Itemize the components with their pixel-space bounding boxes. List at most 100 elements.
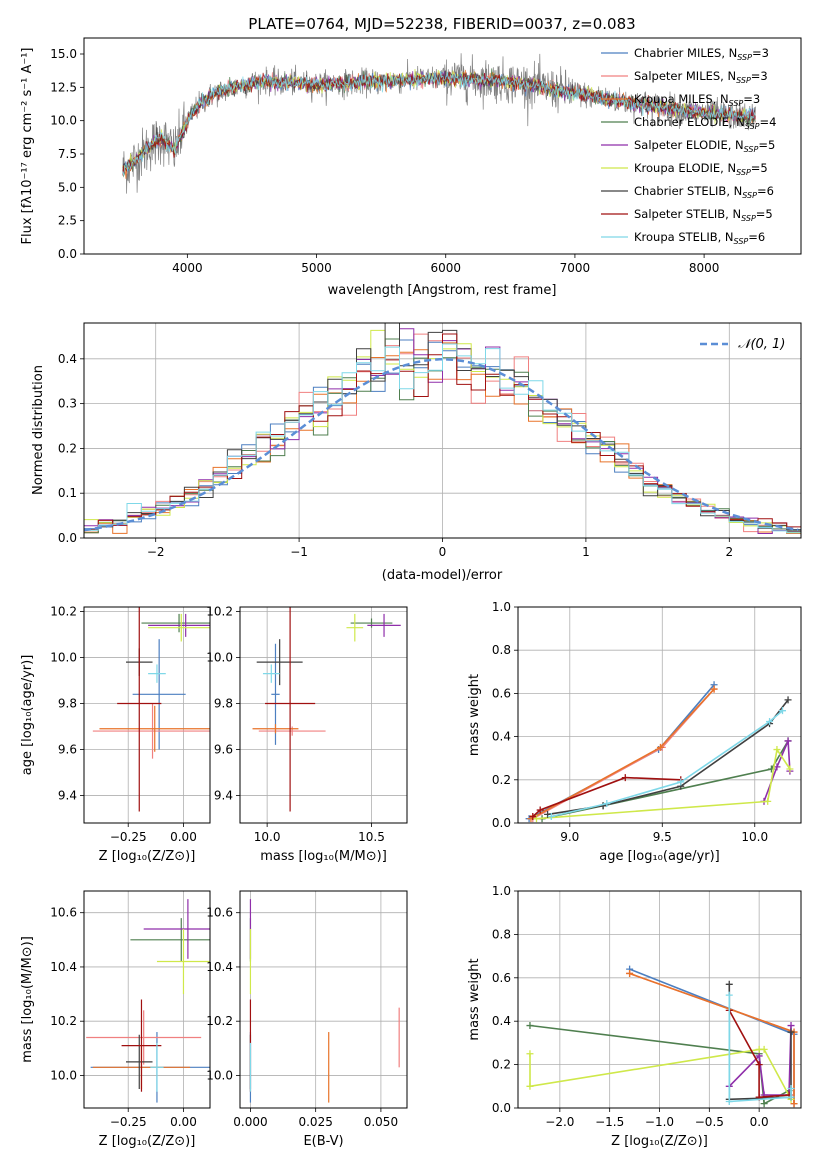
age-vs-mass-xlabel: mass [log₁₀(M/M⊙)] [260,849,387,864]
y-tick-label: 2.5 [58,214,77,228]
y-tick-label: 0.3 [58,397,77,411]
y-tick-label: 0.8 [492,643,511,657]
age-vs-metallicity-xlabel: Z [log₁₀(Z/Z⊙)] [99,849,196,864]
y-tick-label: 9.6 [58,742,77,756]
panel-plot-area [525,681,794,823]
weight-vs-metallicity-panel: −2.0 −1.5 −1.0 −0.5 0.0 0.0 0.2 0.4 0.6 0.8 1.0 Z [… [467,884,802,1149]
x-tick-label: 9.5 [653,830,672,844]
legend-label: Chabrier ELODIE, NSSP=4 [634,115,776,131]
mass-vs-metallicity-panel: −0.25 0.00 10.0 10.2 10.4 10.6 Z [log₁₀(Z/Z⊙)]… [20,890,211,1149]
reference-normal-curve [84,358,799,532]
x-tick-label: −1 [290,545,308,559]
spectrum-legend: Chabrier MILES, NSSP=3 Salpeter MILES, NS… [601,46,776,246]
residuals-ticks: −2 −1 0 1 2 0.0 0.1 0.2 0.3 0.4 [58,352,733,559]
y-tick-label: 0.8 [492,927,511,941]
mass-weight-marker [526,1022,534,1030]
age-vs-metallicity-ylabel: age [log₁₀(age/yr)] [20,655,35,776]
mass-weight-marker [677,778,685,786]
y-tick-label: 1.0 [492,600,511,614]
y-tick-label: 10.2 [50,1014,77,1028]
mass-weight-marker [787,1093,795,1101]
panel-frame [83,890,211,1109]
y-tick-label: 9.6 [214,742,233,756]
x-tick-label: −2.0 [545,1115,574,1129]
legend-label: Chabrier MILES, NSSP=3 [634,46,769,62]
mass-weight-marker [784,696,792,704]
y-tick-label: 0.1 [58,486,77,500]
y-tick-label: 10.2 [206,1014,233,1028]
panel-plot-area [252,607,401,812]
y-tick-label: 0.2 [492,773,511,787]
y-tick-label: 7.5 [58,147,77,161]
mass-weight-marker [547,813,555,821]
weight-vs-age-ylabel: mass weight [467,674,482,756]
panel-plot-area [86,899,210,1103]
mass-weight-marker [787,1028,795,1036]
mass-weight-marker [725,1097,733,1105]
mass-weight-marker [536,806,544,814]
y-tick-label: 10.0 [206,651,233,665]
y-tick-label: 0.0 [492,816,511,830]
y-tick-label: 10.0 [50,114,77,128]
mass-weight-marker [626,969,634,977]
mass-weight-line [532,776,681,818]
y-tick-label: 10.0 [206,1068,233,1082]
mass-weight-marker [710,685,718,693]
mass-weight-marker [725,980,733,988]
x-tick-label: 0 [439,545,447,559]
residual-histogram-step [84,343,801,534]
mass-weight-line [728,1010,790,1099]
y-tick-label: 9.8 [214,697,233,711]
x-tick-label: 1 [582,545,590,559]
x-tick-label: −0.5 [695,1115,724,1129]
x-tick-label: 10.0 [254,830,281,844]
y-tick-label: 0.2 [492,1058,511,1072]
x-tick-label: 0.0 [750,1115,769,1129]
x-tick-label: −2 [147,545,165,559]
mass-weight-marker [790,1100,798,1108]
mass-weight-marker [526,1082,534,1090]
mass-weight-marker [755,1061,763,1069]
y-tick-label: 9.8 [58,697,77,711]
panel-grid [518,890,801,1109]
y-tick-label: 10.0 [50,651,77,665]
y-tick-label: 5.0 [58,180,77,194]
mass-weight-marker [760,1045,768,1053]
mass-vs-metallicity-xlabel: Z [log₁₀(Z/Z⊙)] [99,1134,196,1149]
spectrum-ticks: 4000 5000 6000 7000 8000 0.0 2.5 5.0 7.5 10.0 12.5… [50,47,719,275]
panel-frame [83,606,211,824]
panel-frame [239,606,408,824]
mass-weight-marker [779,707,787,715]
spectrum-xlabel: wavelength [Angstrom, rest frame] [328,283,557,298]
mass-vs-extinction-panel: 0.000 0.025 0.050 10.0 10.2 10.4 10.6 E(B-V) [206,890,408,1149]
x-tick-label: 7000 [560,261,591,275]
mass-weight-marker [529,813,537,821]
x-tick-label: −1.0 [645,1115,674,1129]
legend-label: Kroupa MILES, NSSP=3 [634,92,760,108]
spectrum-plot-area [122,53,757,194]
legend-label: Salpeter STELIB, NSSP=5 [634,207,773,223]
residuals-ylabel: Normed distribution [31,365,46,495]
y-tick-label: 10.2 [206,605,233,619]
x-tick-label: 10.5 [358,830,385,844]
x-tick-label: 8000 [689,261,720,275]
y-tick-label: 0.6 [492,686,511,700]
mass-vs-extinction-xlabel: E(B-V) [303,1134,343,1149]
y-tick-label: 0.2 [58,441,77,455]
weight-vs-metallicity-ylabel: mass weight [467,958,482,1040]
weight-vs-age-xlabel: age [log₁₀(age/yr)] [599,849,720,864]
panel-grid [84,891,210,1108]
spectrum-title: PLATE=0764, MJD=52238, FIBERID=0037, z=0… [248,15,635,33]
spectrum-frame [83,37,802,255]
x-tick-label: 0.025 [298,1115,332,1129]
age-vs-mass-panel: 10.0 10.5 9.4 9.6 9.8 10.0 10.2 mass [log₁₀(M/M… [206,605,408,864]
mass-weight-marker [786,765,794,773]
mass-weight-marker [764,797,772,805]
mass-weight-marker [787,1022,795,1030]
y-tick-label: 0.4 [492,1014,511,1028]
spectrum-ylabel: Flux [fλ10⁻¹⁷ erg cm⁻² s⁻¹ A⁻¹] [20,48,35,245]
panel-grid [84,607,210,823]
y-tick-label: 10.6 [206,906,233,920]
